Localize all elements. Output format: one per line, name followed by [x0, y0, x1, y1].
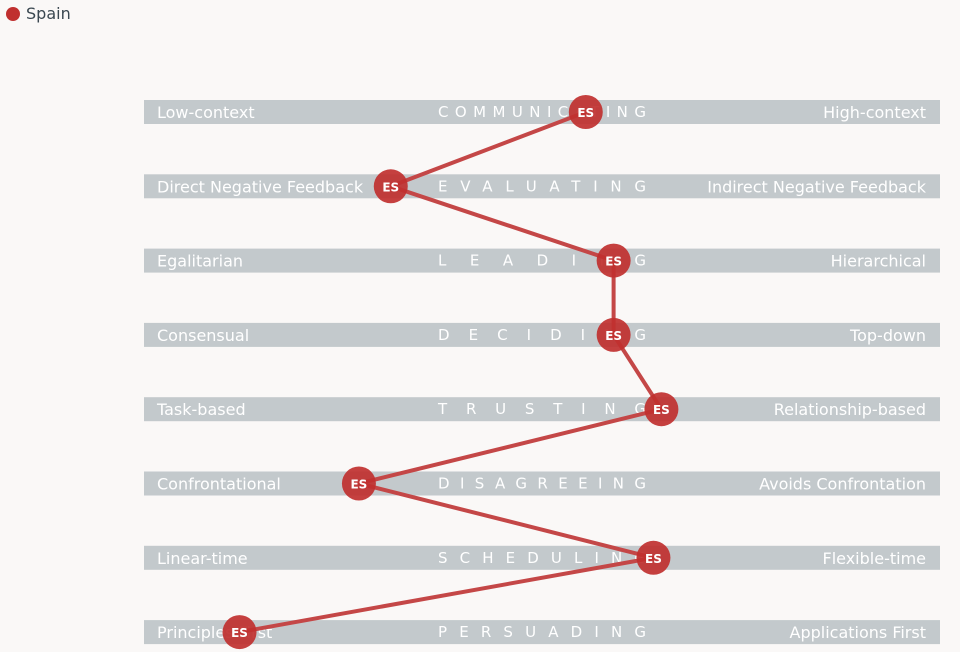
data-point-marker	[596, 243, 631, 278]
scale-title: SCHEDULING	[438, 549, 658, 567]
legend-marker	[6, 6, 20, 21]
data-point-label: ES	[350, 478, 367, 492]
scale-right-label: High-context	[823, 103, 926, 122]
scale-left-label: Confrontational	[157, 475, 281, 494]
scale-left-label: Task-based	[156, 400, 246, 419]
scale-title: COMMUNICATING	[438, 103, 652, 121]
data-point-disagreeing[interactable]: ES	[341, 466, 376, 501]
scale-left-label: Low-context	[157, 103, 255, 122]
scale-left-label: Egalitarian	[157, 252, 243, 271]
scale-title: TRUSTING	[437, 400, 665, 418]
series-line-spain	[239, 110, 664, 635]
data-point-marker	[568, 95, 603, 129]
data-point-trusting[interactable]: ES	[644, 392, 679, 427]
data-point-marker	[373, 169, 408, 204]
scale-right-label: Avoids Confrontation	[759, 475, 926, 494]
scale-title: DISAGREEING	[438, 475, 656, 493]
data-point-communicating[interactable]: ES	[568, 95, 603, 129]
scale-right-label: Indirect Negative Feedback	[707, 177, 927, 196]
scale-band-communicating	[144, 100, 940, 124]
data-point-label: ES	[382, 180, 399, 194]
scale-right-label: Applications First	[790, 623, 927, 642]
scale-title: LEADING	[438, 252, 669, 270]
data-point-label: ES	[645, 552, 662, 566]
data-point-deciding[interactable]: ES	[596, 317, 631, 352]
data-point-label: ES	[231, 626, 248, 640]
data-point-label: ES	[605, 255, 622, 269]
scale-right-label: Relationship-based	[774, 400, 926, 419]
data-point-marker	[644, 392, 679, 427]
scale-right-label: Top-down	[849, 326, 926, 345]
scale-band-trusting	[144, 397, 940, 422]
data-point-label: ES	[605, 329, 622, 343]
scale-left-label: Consensual	[157, 326, 249, 345]
legend[interactable]: Spain	[6, 4, 71, 23]
scale-right-label: Flexible-time	[823, 549, 927, 568]
scale-band-scheduling	[144, 545, 940, 570]
data-point-evaluating[interactable]: ES	[373, 169, 408, 204]
data-point-marker	[636, 540, 671, 575]
scale-title: EVALUATING	[438, 177, 659, 195]
data-point-marker	[222, 615, 257, 650]
scale-title: DECIDING	[438, 326, 665, 344]
data-point-persuading[interactable]: ES	[222, 615, 257, 650]
data-point-label: ES	[653, 403, 670, 417]
scale-band-disagreeing	[144, 471, 940, 496]
scale-band-evaluating	[144, 174, 940, 199]
data-point-scheduling[interactable]: ES	[636, 540, 671, 575]
data-point-marker	[341, 466, 376, 501]
data-point-label: ES	[577, 106, 594, 120]
scale-left-label: Linear-time	[157, 549, 248, 568]
scale-bands: Low-context High-context COMMUNICATING Dire…	[144, 100, 940, 645]
scale-left-label: Direct Negative Feedback	[157, 177, 364, 196]
data-point-leading[interactable]: ES	[596, 243, 631, 278]
legend-label: Spain	[26, 4, 71, 23]
data-point-marker	[596, 317, 631, 352]
scale-band-leading	[144, 248, 940, 273]
scale-right-label: Hierarchical	[831, 252, 926, 271]
scale-title: PERSUADING	[438, 623, 658, 641]
scale-band-deciding	[144, 322, 940, 347]
